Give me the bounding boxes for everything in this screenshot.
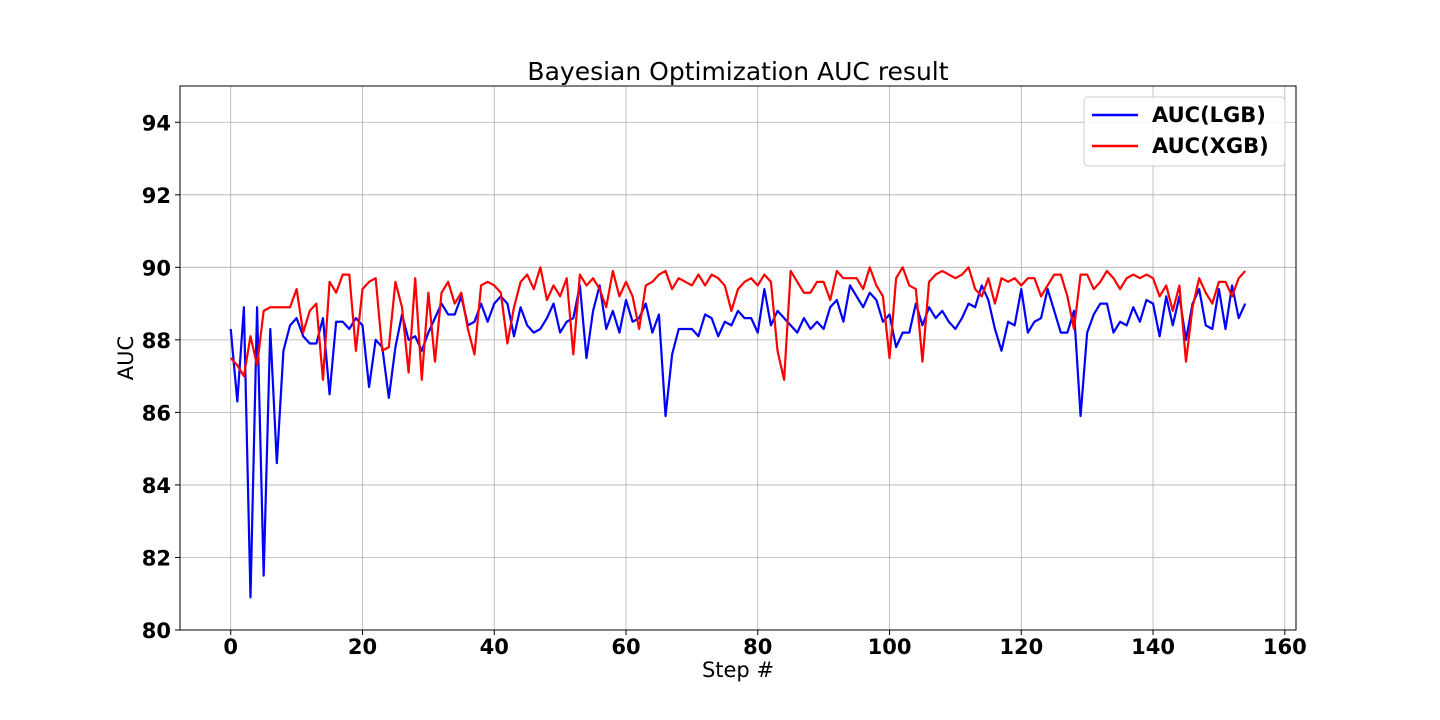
plot-frame <box>179 85 1297 631</box>
x-tick-label: 80 <box>743 635 772 659</box>
y-tick-label: 90 <box>142 256 171 280</box>
legend: AUC(LGB) AUC(XGB) <box>1083 96 1286 167</box>
series-line-auc-lgb <box>229 284 1247 599</box>
y-tick-label: 84 <box>142 474 171 498</box>
y-tick-label: 88 <box>142 329 171 353</box>
y-tick-label: 92 <box>142 184 171 208</box>
y-tick-label: 82 <box>142 546 171 570</box>
x-tick-label: 160 <box>1263 635 1307 659</box>
chart-title: Bayesian Optimization AUC result <box>527 57 948 86</box>
legend-label-xgb: AUC(XGB) <box>1152 134 1269 158</box>
x-tick-label: 0 <box>223 635 238 659</box>
y-tick-label: 80 <box>142 619 171 643</box>
x-tick-label: 100 <box>868 635 912 659</box>
x-tick-label: 120 <box>999 635 1043 659</box>
x-axis-label: Step # <box>702 658 774 682</box>
y-axis-label: AUC <box>114 336 138 380</box>
x-tick-label: 60 <box>611 635 640 659</box>
x-tick-label: 20 <box>348 635 377 659</box>
axis-ticks: 0 20 40 60 80 100 120 140 160 80 82 84 86 88 90 92 94 <box>142 111 1307 659</box>
x-tick-label: 140 <box>1131 635 1175 659</box>
legend-label-lgb: AUC(LGB) <box>1152 103 1266 127</box>
y-tick-label: 94 <box>142 111 171 135</box>
x-tick-label: 40 <box>480 635 509 659</box>
y-tick-label: 86 <box>142 401 171 425</box>
series-lines <box>229 266 1247 599</box>
series-line-auc-xgb <box>229 266 1247 381</box>
